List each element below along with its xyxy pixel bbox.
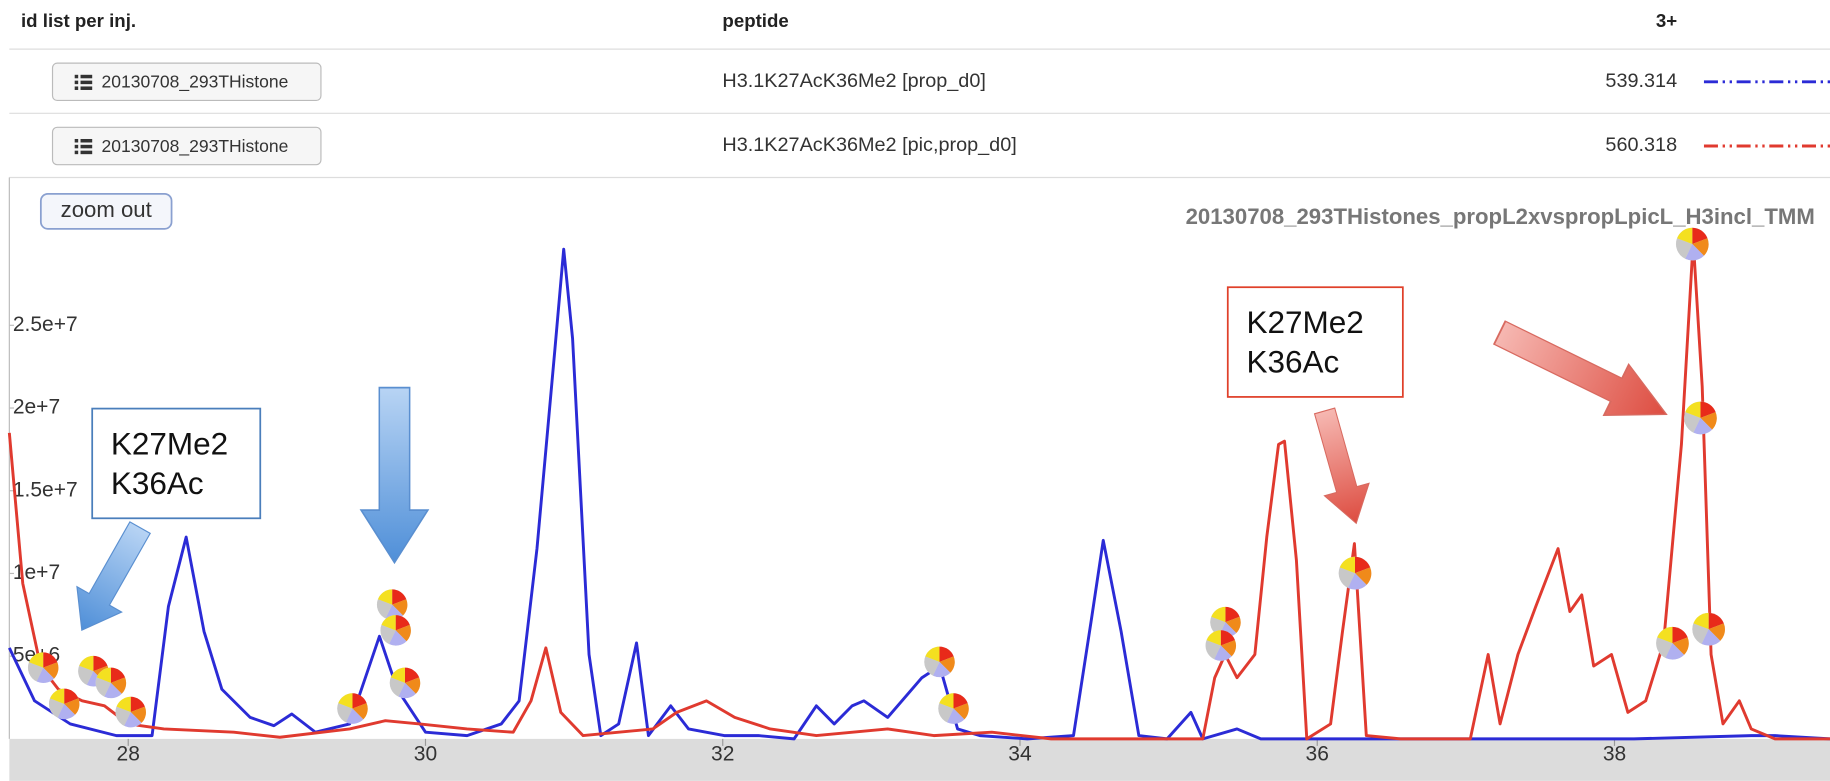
button-label[interactable]: 20130708_293THistone [102, 136, 289, 157]
button-frame[interactable] [51, 62, 322, 102]
mz-cell: 560.318 [1605, 134, 1677, 156]
button-frame[interactable] [39, 192, 173, 230]
chart-title: 20130708_293THistones_propL2xvspropLpicL… [1186, 204, 1815, 229]
table: id list per inj. peptide 3+ 20130708_293… [9, 10, 1830, 179]
id-button[interactable]: 20130708_293THistone [51, 126, 322, 166]
y-tick-label: 1.5e+7 [13, 478, 78, 501]
arrow [76, 521, 151, 631]
annotation-line: K27Me2 [1246, 304, 1363, 340]
header-cell: id list per inj. [21, 10, 136, 31]
peptide-cell: H3.1K27AcK36Me2 [prop_d0] [722, 70, 985, 92]
x-tick-label: 28 [117, 743, 140, 766]
y-tick-label: 2.5e+7 [13, 313, 78, 336]
annotation: K27Me2 K36Ac [1226, 286, 1404, 398]
series-line [8, 247, 1830, 741]
annotation-line: K27Me2 [111, 425, 228, 461]
x-tick-label: 36 [1306, 743, 1329, 766]
mz-cell: 539.314 [1605, 70, 1677, 92]
peptide-cell: H3.1K27AcK36Me2 [pic,prop_d0] [722, 134, 1016, 156]
arrow [359, 386, 430, 565]
x-tick-label: 32 [711, 743, 734, 766]
annotation: K27Me2 K36Ac [91, 407, 262, 520]
zoom-button[interactable]: zoom out [39, 192, 173, 230]
button-label[interactable]: 20130708_293THistone [102, 72, 289, 93]
button-frame[interactable] [51, 126, 322, 166]
pie-glyphs [27, 227, 1725, 728]
y-tick-label: 2e+7 [13, 396, 60, 419]
x-axis-band [9, 738, 1830, 781]
x-tick-label: 38 [1603, 743, 1626, 766]
annotation-line: K36Ac [111, 465, 204, 501]
header-cell: 3+ [1656, 10, 1677, 31]
x-tick-label: 30 [414, 743, 437, 766]
header-cell: peptide [722, 10, 788, 31]
list-icon [74, 74, 93, 90]
annotation-line: K36Ac [1246, 344, 1339, 380]
id-button[interactable]: 20130708_293THistone [51, 62, 322, 102]
series-line [7, 239, 1830, 741]
arrow [1313, 407, 1370, 525]
y-tick-label: 1e+7 [13, 561, 60, 584]
x-tick-label: 34 [1008, 743, 1032, 766]
button-label[interactable]: zoom out [61, 197, 152, 222]
list-icon [74, 138, 93, 155]
arrow [1492, 320, 1668, 416]
arrows [76, 320, 1668, 631]
